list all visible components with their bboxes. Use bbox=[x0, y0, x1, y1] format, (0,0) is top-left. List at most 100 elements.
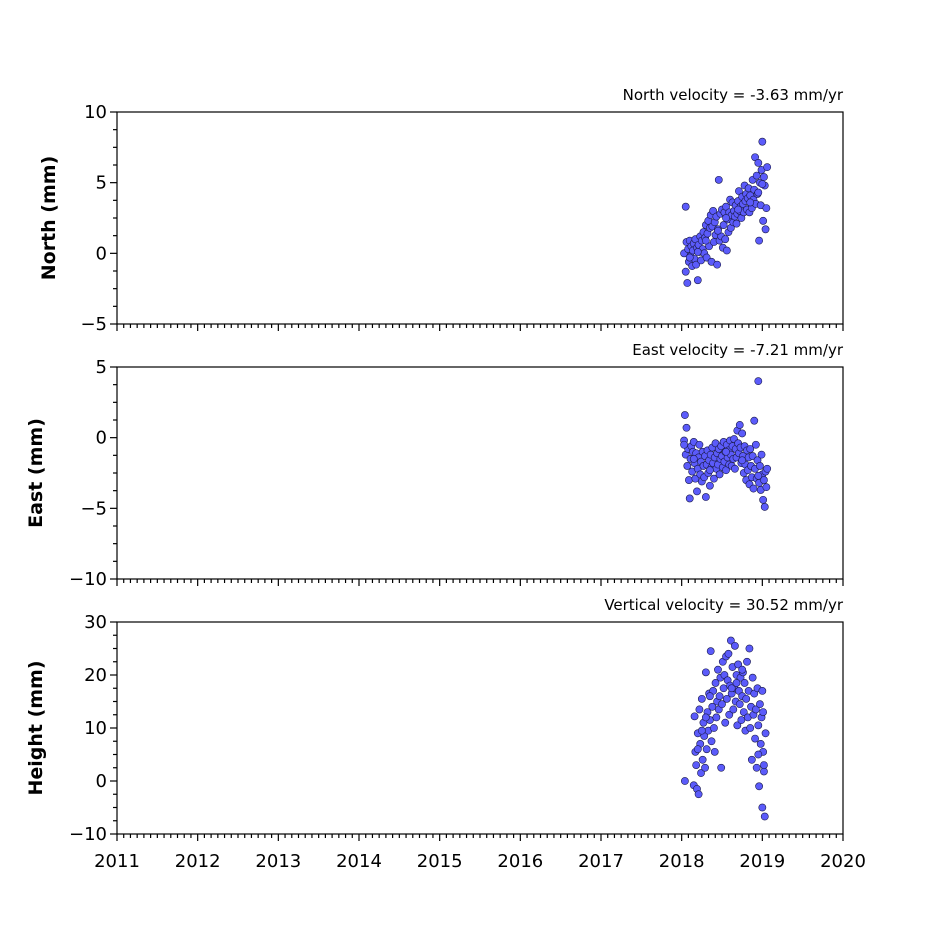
data-point bbox=[732, 219, 741, 228]
data-point bbox=[722, 214, 730, 222]
y-tick-label: 20 bbox=[84, 665, 107, 686]
data-point bbox=[701, 493, 710, 501]
data-point bbox=[722, 694, 731, 703]
data-point bbox=[706, 647, 715, 656]
data-point bbox=[749, 484, 758, 493]
data-point bbox=[714, 226, 722, 235]
data-point bbox=[756, 700, 764, 709]
data-point bbox=[731, 464, 739, 473]
y-tick-label: 5 bbox=[96, 173, 107, 194]
y-tick-label: 5 bbox=[96, 357, 107, 378]
data-point bbox=[694, 790, 703, 799]
data-point bbox=[682, 423, 691, 432]
data-point bbox=[695, 440, 704, 449]
data-point bbox=[750, 416, 759, 425]
data-point bbox=[714, 175, 723, 184]
data-point bbox=[701, 236, 710, 245]
data-point bbox=[757, 450, 766, 459]
data-point bbox=[733, 721, 742, 730]
y-tick-label: 10 bbox=[84, 102, 107, 123]
data-point bbox=[721, 235, 730, 244]
data-point bbox=[734, 205, 743, 214]
data-point bbox=[724, 649, 733, 658]
data-point bbox=[759, 708, 768, 716]
data-point bbox=[754, 377, 763, 386]
data-point bbox=[726, 636, 735, 645]
x-tick-label: 2011 bbox=[94, 851, 140, 872]
data-point bbox=[719, 221, 728, 229]
data-point bbox=[758, 137, 767, 146]
data-point bbox=[707, 737, 716, 746]
data-point bbox=[751, 734, 759, 743]
data-point bbox=[693, 487, 701, 496]
y-tick-label: −10 bbox=[69, 824, 107, 845]
data-point bbox=[743, 657, 751, 666]
height-axis-label: Height (mm) bbox=[25, 660, 47, 795]
data-point bbox=[702, 745, 711, 754]
data-point bbox=[695, 705, 704, 714]
data-point bbox=[761, 225, 770, 234]
data-point bbox=[746, 198, 755, 207]
data-point bbox=[763, 163, 772, 172]
data-point bbox=[717, 763, 726, 772]
data-point bbox=[685, 253, 694, 262]
data-point bbox=[706, 692, 714, 701]
north-axis-label: North (mm) bbox=[38, 156, 60, 281]
x-tick-label: 2019 bbox=[739, 851, 785, 872]
y-tick-label: 0 bbox=[96, 243, 107, 264]
data-point bbox=[746, 445, 755, 453]
data-point bbox=[693, 276, 702, 285]
data-point bbox=[697, 726, 706, 735]
x-tick-label: 2014 bbox=[336, 851, 382, 872]
data-point bbox=[681, 267, 690, 276]
y-tick-label: 0 bbox=[96, 428, 107, 449]
data-point bbox=[760, 812, 769, 821]
data-point bbox=[693, 248, 702, 256]
data-point bbox=[754, 721, 763, 730]
data-point bbox=[735, 421, 744, 429]
data-point bbox=[745, 644, 754, 653]
data-point bbox=[697, 694, 706, 703]
data-point bbox=[762, 204, 771, 213]
data-point bbox=[758, 687, 767, 695]
data-point bbox=[714, 665, 722, 674]
data-point bbox=[683, 279, 692, 287]
data-point bbox=[710, 747, 719, 756]
data-point bbox=[759, 495, 768, 504]
data-point bbox=[706, 466, 714, 475]
north-points bbox=[680, 137, 772, 287]
x-tick-label: 2020 bbox=[820, 851, 866, 872]
data-point bbox=[701, 763, 709, 772]
data-point bbox=[701, 713, 710, 722]
data-point bbox=[685, 494, 694, 503]
east-panel: East velocity = -7.21 mm/yr East (mm) −1… bbox=[25, 341, 844, 590]
data-point bbox=[738, 456, 747, 465]
data-point bbox=[752, 763, 761, 772]
data-point bbox=[754, 188, 763, 197]
data-point bbox=[760, 173, 768, 181]
data-point bbox=[738, 665, 747, 674]
data-point bbox=[713, 260, 722, 269]
data-point bbox=[755, 782, 764, 791]
data-point bbox=[698, 755, 707, 764]
data-point bbox=[727, 684, 736, 693]
data-point bbox=[747, 755, 756, 764]
data-point bbox=[748, 673, 757, 682]
data-point bbox=[737, 716, 746, 724]
data-point bbox=[689, 454, 698, 463]
data-point bbox=[735, 700, 744, 709]
data-point bbox=[693, 745, 702, 754]
y-tick-label: 10 bbox=[84, 718, 107, 739]
data-point bbox=[719, 684, 728, 693]
data-point bbox=[697, 769, 705, 777]
data-point bbox=[763, 464, 772, 473]
vertical-velocity-label: Vertical velocity = 30.52 mm/yr bbox=[604, 596, 844, 614]
data-point bbox=[742, 694, 751, 703]
data-point bbox=[762, 483, 771, 492]
data-point bbox=[751, 705, 760, 714]
data-point bbox=[692, 761, 701, 769]
data-point bbox=[690, 712, 699, 721]
data-point bbox=[760, 476, 768, 484]
